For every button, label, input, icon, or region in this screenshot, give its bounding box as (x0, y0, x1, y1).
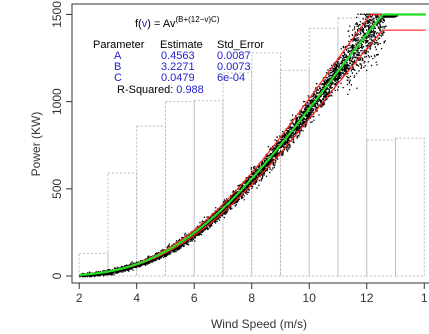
param-estimate: 0.4563 (161, 50, 195, 62)
histogram-bar (164, 101, 195, 277)
data-point (79, 13, 399, 278)
y-tick-label: 1500 (50, 1, 64, 28)
histogram-bar (222, 72, 253, 277)
histogram-bars (78, 17, 425, 277)
x-tick-label: 1 (421, 291, 428, 305)
x-tick-label: 2 (76, 291, 83, 305)
y-tick-label: 500 (50, 179, 64, 199)
x-tick-label: 8 (248, 291, 255, 305)
fit-curve (79, 13, 426, 277)
param-estimate: 3.2271 (161, 61, 195, 73)
x-tick-label: 10 (303, 291, 317, 305)
upper-band-line (79, 13, 426, 276)
histogram-bar (366, 139, 396, 277)
histogram-bar (337, 17, 368, 277)
x-tick-label: 4 (133, 291, 140, 305)
r-squared: R-Squared: 0.988 (117, 84, 204, 96)
plot-frame (71, 3, 429, 284)
param-header: Parameter (93, 39, 145, 51)
lower-band-line (79, 29, 426, 276)
param-name: B (114, 61, 121, 73)
histogram-bar (193, 100, 224, 277)
param-table: Parameter Estimate Std_Error A 0.4563 0.… (93, 39, 264, 96)
param-std-error: 0.0087 (217, 50, 251, 62)
param-name: A (114, 50, 122, 62)
param-std-error: 0.0073 (217, 61, 251, 73)
param-estimate: 0.0479 (161, 72, 195, 84)
histogram-bar (107, 172, 138, 277)
y-axis-title: Power (KW) (29, 112, 43, 177)
param-std-error: 6e-04 (217, 72, 245, 84)
x-tick-label: 6 (191, 291, 198, 305)
fit-line (79, 13, 426, 277)
histogram-bar (251, 52, 281, 277)
confidence-bands (79, 13, 426, 276)
histogram-bar (394, 137, 425, 277)
y-tick-label: 0 (50, 272, 64, 279)
x-tick-label: 12 (360, 291, 374, 305)
histogram-bar (136, 125, 166, 277)
estimate-header: Estimate (160, 39, 203, 51)
histogram-bar (308, 27, 339, 277)
scatter-points (79, 13, 399, 278)
y-tick-label: 1000 (50, 88, 64, 115)
x-axis-title: Wind Speed (m/s) (211, 317, 307, 331)
formula: f(v) = Av(B+(12−v)C) (135, 15, 220, 30)
param-name: C (114, 72, 122, 84)
std-error-header: Std_Error (217, 39, 264, 51)
histogram-bar (279, 69, 310, 277)
